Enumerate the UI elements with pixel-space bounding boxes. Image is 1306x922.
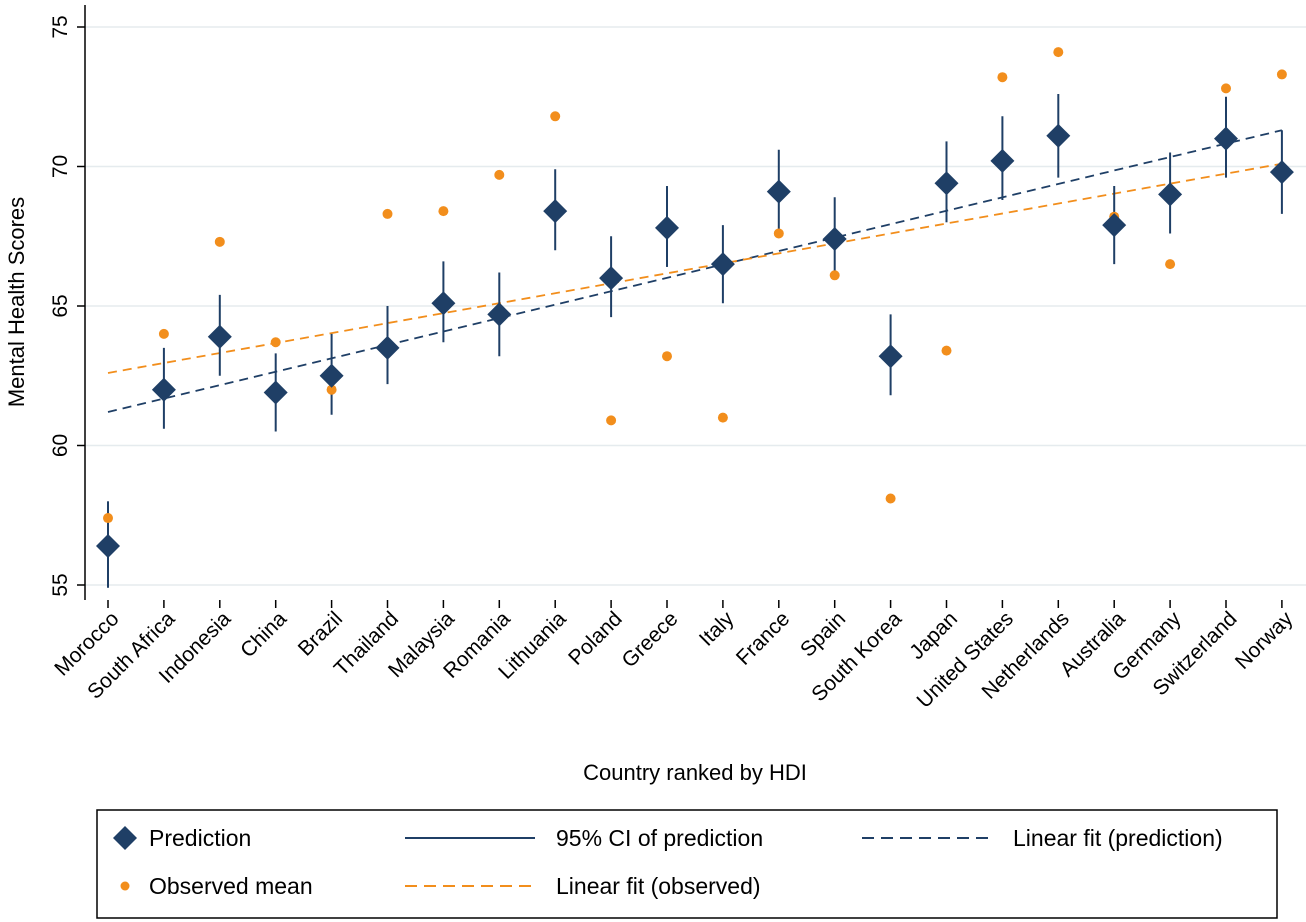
- legend-label-prediction: Prediction: [149, 825, 251, 851]
- observed-point: [941, 345, 952, 356]
- observed-point: [717, 412, 728, 423]
- x-axis-title: Country ranked by HDI: [583, 760, 807, 785]
- prediction-point: [1102, 213, 1127, 238]
- y-tick-label: 75: [49, 15, 72, 38]
- observed-point: [885, 493, 896, 504]
- observed-point: [158, 328, 169, 339]
- fit-lines: [107, 129, 1283, 413]
- prediction-point: [487, 302, 512, 327]
- legend-item-fit-observed: Linear fit (observed): [405, 873, 761, 899]
- observed-point: [103, 513, 113, 524]
- legend-label-fit-observed: Linear fit (observed): [556, 873, 761, 899]
- prediction-point: [151, 377, 176, 402]
- observed-point: [606, 415, 617, 426]
- y-tick-label: 70: [49, 155, 72, 178]
- legend-label-ci: 95% CI of prediction: [556, 825, 763, 851]
- legend-label-fit-prediction: Linear fit (prediction): [1013, 825, 1223, 851]
- prediction-point: [96, 533, 120, 558]
- y-axis-title: Mental Health Scores: [4, 197, 29, 407]
- observed-point: [438, 206, 449, 217]
- prediction-point: [319, 363, 344, 388]
- x-tick-label: France: [732, 607, 794, 669]
- prediction-point: [1214, 126, 1238, 151]
- observed-point: [214, 236, 225, 247]
- prediction-point: [543, 199, 568, 224]
- legend-label-observed: Observed mean: [149, 873, 313, 899]
- observed-point: [773, 228, 784, 239]
- prediction-point: [822, 227, 847, 252]
- observed-points: [103, 47, 1287, 524]
- x-tick-label: Greece: [618, 607, 683, 672]
- observed-point: [550, 111, 561, 122]
- observed-point: [662, 351, 672, 362]
- ci-bars: [107, 93, 1283, 588]
- legend-dot-icon: [120, 881, 130, 891]
- prediction-point: [599, 266, 624, 291]
- legend-item-ci: 95% CI of prediction: [405, 825, 763, 851]
- observed-point: [326, 384, 337, 395]
- y-tick-label: 55: [49, 573, 72, 596]
- observed-point: [494, 169, 505, 180]
- prediction-point: [710, 252, 735, 277]
- observed-point: [270, 337, 281, 348]
- prediction-point: [655, 215, 679, 240]
- observed-point: [1276, 69, 1287, 80]
- x-tick-label: Brazil: [294, 607, 347, 660]
- legend-diamond-icon: [113, 826, 137, 850]
- prediction-point: [766, 179, 791, 204]
- prediction-point: [990, 148, 1015, 173]
- x-tick-label: Italy: [695, 607, 739, 651]
- prediction-point: [934, 171, 959, 196]
- y-ticks: 55 60 65 70 75: [49, 15, 85, 597]
- x-tick-label: Poland: [564, 607, 627, 670]
- x-tick-label: Norway: [1231, 607, 1298, 674]
- prediction-point: [207, 324, 232, 349]
- observed-point: [382, 208, 393, 219]
- observed-point: [1221, 83, 1231, 94]
- gridlines: [85, 26, 1306, 586]
- prediction-point: [878, 344, 903, 369]
- prediction-point: [375, 335, 400, 360]
- prediction-points: [96, 123, 1294, 558]
- legend: Prediction 95% CI of prediction Linear f…: [96, 809, 1278, 919]
- x-tick-label: United States: [913, 607, 1018, 712]
- legend-item-observed: Observed mean: [120, 873, 313, 899]
- prediction-point: [1046, 123, 1071, 148]
- observed-point: [1165, 259, 1176, 270]
- prediction-point: [431, 291, 456, 316]
- observed-point: [829, 270, 840, 281]
- x-tick-label: Spain: [796, 607, 850, 661]
- fit-line-prediction: [107, 129, 1283, 413]
- prediction-point: [1158, 182, 1183, 207]
- legend-box: [96, 809, 1278, 919]
- legend-item-fit-prediction: Linear fit (prediction): [862, 825, 1223, 851]
- observed-point: [1053, 47, 1064, 58]
- prediction-point: [1269, 160, 1294, 185]
- x-tick-label: China: [236, 607, 291, 662]
- observed-point: [997, 72, 1008, 83]
- y-tick-label: 65: [49, 294, 72, 317]
- legend-item-prediction: Prediction: [113, 825, 251, 851]
- fit-line-observed: [107, 162, 1283, 374]
- prediction-point: [263, 380, 288, 405]
- y-tick-label: 60: [49, 434, 72, 457]
